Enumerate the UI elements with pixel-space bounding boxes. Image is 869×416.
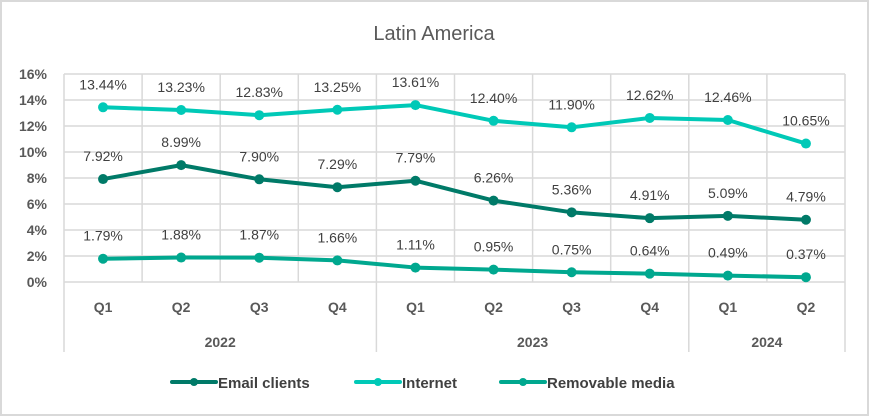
- data-label-removable-media: 1.66%: [317, 229, 357, 245]
- data-point-email-clients: [722, 210, 733, 221]
- data-label-removable-media: 1.79%: [83, 228, 123, 244]
- data-point-email-clients: [176, 160, 187, 171]
- series-lines: [98, 100, 811, 283]
- x-tick-label: Q1: [406, 299, 425, 315]
- x-tick-label: Q4: [328, 299, 347, 315]
- legend-marker-internet: [374, 378, 382, 386]
- x-tick-label: Q2: [172, 299, 191, 315]
- data-point-internet: [332, 104, 343, 115]
- data-point-removable-media: [566, 267, 577, 278]
- data-point-internet: [566, 122, 577, 133]
- data-point-internet: [722, 115, 733, 126]
- data-point-email-clients: [332, 182, 343, 193]
- data-label-internet: 12.62%: [626, 87, 673, 103]
- x-axis: Q1 Q2 Q3 Q4 Q1 Q2 Q3 Q4 Q1 Q2 2022 2023 2024: [63, 282, 846, 352]
- data-point-removable-media: [800, 272, 811, 283]
- data-label-internet: 11.90%: [548, 96, 594, 112]
- y-tick-label: 0%: [27, 274, 48, 290]
- data-label-email-clients: 7.92%: [83, 148, 123, 164]
- y-tick-label: 6%: [27, 196, 48, 212]
- data-label-email-clients: 5.36%: [552, 181, 592, 197]
- y-tick-label: 14%: [19, 92, 48, 108]
- y-tick-label: 16%: [19, 66, 48, 82]
- data-label-removable-media: 0.64%: [630, 243, 670, 259]
- data-label-email-clients: 7.90%: [239, 148, 279, 164]
- data-label-removable-media: 0.49%: [708, 245, 748, 261]
- data-label-internet: 12.40%: [470, 90, 517, 106]
- y-tick-label: 12%: [19, 118, 48, 134]
- data-label-internet: 13.61%: [392, 74, 439, 90]
- data-point-internet: [488, 115, 499, 126]
- legend-marker-email-clients: [190, 378, 198, 386]
- x-group-label: 2022: [205, 334, 236, 350]
- data-label-removable-media: 0.37%: [786, 246, 826, 262]
- data-label-email-clients: 7.29%: [317, 156, 357, 172]
- data-point-internet: [644, 112, 655, 123]
- data-labels: 7.92% 8.99% 7.90% 7.29% 7.79% 6.26% 5.36% 4.91%…: [79, 74, 829, 262]
- y-tick-label: 8%: [27, 170, 48, 186]
- x-group-label: 2023: [517, 334, 548, 350]
- data-label-internet: 13.44%: [79, 76, 126, 92]
- data-point-email-clients: [410, 175, 421, 186]
- data-point-internet: [254, 110, 265, 121]
- data-point-removable-media: [332, 255, 343, 266]
- y-axis-ticks: 0% 2% 4% 6% 8% 10% 12% 14% 16%: [19, 66, 48, 290]
- data-label-removable-media: 1.11%: [396, 237, 435, 253]
- data-point-removable-media: [410, 262, 421, 273]
- legend-marker-removable-media: [519, 378, 527, 386]
- data-label-internet: 12.46%: [704, 89, 751, 105]
- data-point-removable-media: [254, 252, 265, 263]
- data-point-internet: [176, 105, 187, 116]
- data-point-internet: [800, 138, 811, 149]
- data-point-removable-media: [176, 252, 187, 263]
- series-line-email-clients: [101, 163, 808, 222]
- data-label-removable-media: 1.88%: [161, 227, 201, 243]
- data-label-removable-media: 0.75%: [552, 241, 592, 257]
- data-point-email-clients: [800, 214, 811, 225]
- x-tick-label: Q3: [562, 299, 581, 315]
- data-label-email-clients: 5.09%: [708, 185, 748, 201]
- data-point-internet: [98, 102, 109, 113]
- y-tick-label: 2%: [27, 248, 48, 264]
- series-line-internet: [101, 103, 808, 146]
- legend: Email clients Internet Removable media: [170, 375, 675, 392]
- data-label-email-clients: 4.79%: [786, 189, 826, 205]
- x-tick-label: Q2: [797, 299, 816, 315]
- x-tick-label: Q1: [719, 299, 738, 315]
- data-point-email-clients: [566, 207, 577, 218]
- data-point-removable-media: [644, 268, 655, 279]
- x-tick-label: Q1: [94, 299, 113, 315]
- data-point-email-clients: [488, 195, 499, 206]
- data-label-removable-media: 1.87%: [239, 227, 279, 243]
- x-tick-label: Q2: [484, 299, 503, 315]
- data-point-email-clients: [254, 174, 265, 185]
- data-label-internet: 10.65%: [782, 113, 829, 129]
- y-tick-label: 4%: [27, 222, 48, 238]
- x-group-label: 2024: [751, 334, 782, 350]
- data-point-removable-media: [488, 264, 499, 275]
- data-point-removable-media: [722, 270, 733, 281]
- data-label-email-clients: 6.26%: [474, 170, 514, 186]
- x-tick-label: Q4: [640, 299, 659, 315]
- chart-title: Latin America: [373, 23, 495, 45]
- data-label-email-clients: 4.91%: [630, 187, 670, 203]
- legend-label-removable-media: Removable media: [547, 375, 675, 392]
- y-tick-label: 10%: [19, 144, 48, 160]
- x-tick-label: Q3: [250, 299, 269, 315]
- data-point-email-clients: [644, 213, 655, 224]
- legend-label-internet: Internet: [402, 375, 457, 392]
- data-point-email-clients: [98, 174, 109, 185]
- data-label-removable-media: 0.95%: [474, 239, 514, 255]
- data-label-internet: 13.25%: [314, 79, 361, 95]
- data-point-removable-media: [98, 253, 109, 264]
- series-line-removable-media: [101, 255, 808, 280]
- data-label-internet: 12.83%: [236, 84, 283, 100]
- data-label-internet: 13.23%: [157, 79, 204, 95]
- legend-label-email-clients: Email clients: [218, 375, 310, 392]
- data-label-email-clients: 7.79%: [396, 150, 436, 166]
- data-label-email-clients: 8.99%: [161, 134, 201, 150]
- data-point-internet: [410, 100, 421, 111]
